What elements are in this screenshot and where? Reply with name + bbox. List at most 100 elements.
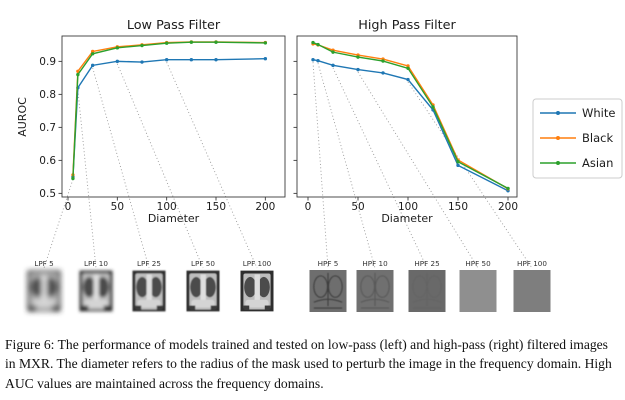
- data-point: [316, 59, 320, 63]
- y-tick-label: 0.6: [39, 155, 56, 167]
- data-point: [381, 59, 385, 63]
- thumbnail-label: LPF 100: [243, 259, 272, 268]
- thumbnail-hpf-100: HPF 100: [513, 259, 551, 312]
- data-point: [431, 105, 435, 109]
- connector-line: [92, 67, 150, 269]
- data-point: [356, 67, 360, 72]
- data-point: [381, 71, 385, 75]
- legend: White Black Asian: [532, 98, 623, 179]
- data-point: [115, 59, 120, 64]
- y-tick-label: 0.7: [39, 122, 56, 134]
- series-line-asian: [312, 41, 509, 190]
- data-point: [506, 186, 510, 191]
- data-point: [164, 58, 169, 62]
- x-tick-label: 200: [498, 201, 518, 213]
- connector-line: [357, 71, 479, 269]
- data-point: [76, 69, 80, 73]
- data-point: [311, 58, 315, 62]
- x-tick-label: 100: [398, 201, 418, 213]
- x-tick-label: 0: [65, 201, 72, 213]
- connector-line: [407, 81, 533, 269]
- data-point: [189, 40, 194, 44]
- data-point: [214, 40, 218, 44]
- xray-image: [186, 270, 220, 312]
- low-pass-chart: 0 50 100 150 200 0.5 0.6 0.7 0.8 0.9 Low Pass Filt…: [16, 18, 286, 269]
- filtered-image: [459, 270, 497, 312]
- thumbnail-label: HPF 100: [517, 259, 547, 268]
- x-tick-label: 200: [255, 201, 275, 213]
- thumbnail-hpf-10: HPF 10: [356, 259, 394, 312]
- y-axis-label: AUROC: [16, 97, 29, 137]
- connector-line: [77, 90, 97, 269]
- thumbnail-label: LPF 5: [34, 259, 53, 268]
- xray-image: [27, 270, 61, 312]
- x-tick-label: 50: [351, 201, 364, 213]
- legend-label-white: White: [582, 106, 615, 120]
- thumbnail-lpf-100: LPF 100: [240, 259, 274, 312]
- thumbnail-label: LPF 50: [191, 259, 215, 268]
- thumbnail-hpf-25: HPF 25: [408, 259, 446, 312]
- data-point: [406, 77, 410, 82]
- data-point: [140, 43, 144, 48]
- data-point: [214, 58, 218, 62]
- thumbnail-label: HPF 10: [362, 259, 388, 268]
- thumbnail-label: HPF 5: [318, 259, 339, 268]
- data-point: [263, 41, 268, 45]
- series-line-asian: [72, 41, 266, 179]
- connector-line: [166, 62, 258, 269]
- legend-label-black: Black: [582, 131, 613, 145]
- figure-caption: Figure 6: The performance of models trai…: [5, 337, 612, 391]
- high-pass-chart: 0 50 100 150 200 High Pass Filter Diameter: [293, 18, 533, 269]
- data-point: [71, 176, 75, 181]
- data-point: [456, 159, 460, 164]
- y-tick-label: 0.8: [39, 89, 56, 101]
- xray-image: [132, 270, 166, 312]
- x-tick-label: 100: [157, 201, 177, 213]
- series-line-black: [72, 41, 266, 175]
- filtered-image: [513, 270, 551, 312]
- data-point: [406, 66, 410, 71]
- connector-line: [332, 67, 428, 269]
- thumbnail-lpf-10: LPF 10: [79, 259, 113, 312]
- thumbnail-hpf-5: HPF 5: [309, 259, 347, 312]
- series-line-black: [312, 43, 509, 190]
- series-line-white: [72, 58, 266, 177]
- y-tick-label: 0.9: [39, 56, 56, 68]
- data-point: [90, 63, 95, 68]
- data-point: [316, 42, 320, 47]
- x-tick-label: 0: [305, 201, 312, 213]
- xray-image: [79, 270, 113, 312]
- legend-label-asian: Asian: [582, 156, 613, 170]
- data-point: [331, 63, 335, 68]
- x-axis-label: Diameter: [381, 212, 433, 225]
- data-point: [456, 163, 460, 168]
- data-point: [76, 72, 80, 77]
- x-tick-label: 150: [206, 201, 226, 213]
- thumbnail-label: LPF 25: [137, 259, 161, 268]
- thumbnail-label: HPF 50: [465, 259, 491, 268]
- data-point: [90, 52, 95, 56]
- data-point: [263, 57, 268, 61]
- xray-image: [240, 270, 274, 312]
- data-point: [356, 55, 360, 59]
- figure-6-graphic: 0 50 100 150 200 0.5 0.6 0.7 0.8 0.9 Low Pass Filt…: [16, 18, 623, 312]
- thumbnail-lpf-25: LPF 25: [132, 259, 166, 312]
- connector-line: [312, 62, 329, 269]
- thumbnail-lpf-50: LPF 50: [186, 259, 220, 312]
- data-point: [331, 50, 335, 54]
- x-axis-label: Diameter: [148, 212, 200, 225]
- data-point: [115, 46, 120, 50]
- x-tick-label: 50: [111, 201, 124, 213]
- connector-line: [317, 63, 376, 269]
- data-point: [189, 58, 194, 62]
- connector-line: [116, 63, 204, 269]
- thumbnail-label: LPF 10: [84, 259, 108, 268]
- thumbnail-hpf-50: HPF 50: [459, 259, 497, 312]
- series-line-white: [312, 59, 509, 192]
- data-point: [140, 60, 144, 64]
- data-point: [311, 40, 315, 45]
- y-tick-label: 0.5: [39, 188, 56, 200]
- chart-title: Low Pass Filter: [127, 18, 221, 33]
- thumbnail-label: HPF 25: [414, 259, 439, 268]
